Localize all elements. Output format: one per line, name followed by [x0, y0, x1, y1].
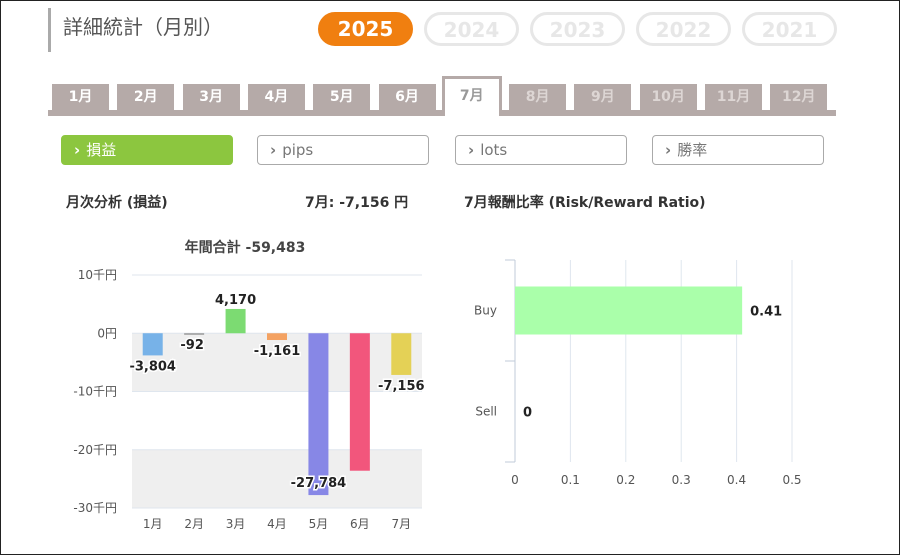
- year-button-2021[interactable]: 2021: [742, 12, 837, 46]
- y-tick-label: 10千円: [78, 268, 117, 282]
- right-panel-heading: 7月報酬比率 (Risk/Reward Ratio): [464, 195, 706, 211]
- page-title: 詳細統計（月別）: [48, 8, 223, 52]
- bar-2月: [184, 333, 205, 335]
- metric-label: 損益: [86, 141, 117, 159]
- y-tick-label: Sell: [475, 405, 497, 419]
- metric-button-1[interactable]: › 損益: [61, 135, 233, 165]
- bar-6月: [349, 333, 370, 471]
- year-button-2024[interactable]: 2024: [424, 12, 519, 46]
- y-tick-label: -10千円: [73, 385, 117, 399]
- month-tab-2[interactable]: 2月: [117, 84, 175, 110]
- month-tab-4[interactable]: 4月: [247, 84, 305, 110]
- x-tick-label: 3月: [226, 517, 246, 531]
- x-tick-label: 0.3: [672, 473, 691, 487]
- bar-Buy: [515, 286, 743, 335]
- year-button-2022[interactable]: 2022: [636, 12, 731, 46]
- month-tab-7[interactable]: 7月: [441, 76, 502, 116]
- metric-button-4[interactable]: › 勝率: [652, 135, 824, 165]
- month-tabs: 1月 2月 3月 4月 5月 6月 7月 8月 9月 10月 11月 12月: [48, 76, 836, 116]
- y-tick-label: -20千円: [73, 443, 117, 457]
- bar-1月: [142, 333, 163, 356]
- month-summary: 7月: -7,156 円: [305, 195, 409, 211]
- x-tick-label: 0.2: [616, 473, 635, 487]
- x-tick-label: 7月: [391, 517, 411, 531]
- x-tick-label: 0: [511, 473, 519, 487]
- metric-label: pips: [282, 141, 314, 159]
- monthly-pl-chart: 年間合計 -59,483 10千円 0円 -10千円 -20千円 -30千円 1月 -3,80…: [73, 239, 426, 531]
- data-label: -1,161: [254, 344, 301, 359]
- x-tick-label: 4月: [267, 517, 287, 531]
- data-label: 0.41: [750, 305, 782, 320]
- metric-button-3[interactable]: › lots: [455, 135, 627, 165]
- bar-5月: [308, 333, 329, 496]
- y-tick-label: Buy: [474, 304, 497, 318]
- month-tab-1[interactable]: 1月: [52, 84, 109, 110]
- data-label: 0: [523, 406, 532, 421]
- bar-4月: [267, 333, 287, 341]
- chevron-right-icon: ›: [468, 141, 475, 159]
- year-selector: 2025 2024 2023 2022 2021: [318, 12, 837, 46]
- data-label: 4,170: [215, 293, 256, 308]
- chart-band: [132, 333, 422, 392]
- bar-7月: [391, 333, 412, 375]
- x-tick-label: 1月: [143, 517, 163, 531]
- data-label: -92: [180, 338, 204, 353]
- chart-title: 年間合計 -59,483: [185, 239, 306, 256]
- chart-band: [132, 449, 422, 508]
- month-tab-8[interactable]: 8月: [509, 84, 567, 110]
- x-tick-label: 2月: [184, 517, 204, 531]
- x-tick-label: 0.5: [782, 473, 801, 487]
- chevron-right-icon: ›: [665, 141, 672, 159]
- chevron-right-icon: ›: [270, 141, 277, 159]
- month-tab-9[interactable]: 9月: [574, 84, 632, 110]
- metric-button-2[interactable]: › pips: [257, 135, 429, 165]
- y-tick-label: 0円: [97, 326, 117, 340]
- bar-3月: [225, 308, 246, 334]
- x-tick-label: 0.1: [561, 473, 580, 487]
- month-tab-6[interactable]: 6月: [378, 84, 436, 110]
- month-tab-12[interactable]: 12月: [770, 84, 828, 110]
- x-tick-label: 0.4: [727, 473, 746, 487]
- month-tab-5[interactable]: 5月: [313, 84, 371, 110]
- left-panel-heading: 月次分析 (損益): [66, 195, 168, 211]
- data-label: -27,784: [291, 476, 347, 491]
- metric-label: lots: [480, 141, 508, 159]
- risk-reward-chart: 0 0.1 0.2 0.3 0.4 0.5 Buy 0.41 Sell 0: [474, 259, 802, 487]
- x-tick-label: 6月: [350, 517, 370, 531]
- data-label: -3,804: [129, 359, 176, 374]
- data-label: -7,156: [378, 379, 425, 394]
- metric-label: 勝率: [677, 141, 708, 159]
- year-button-2025[interactable]: 2025: [318, 12, 413, 46]
- x-tick-label: 5月: [309, 517, 329, 531]
- chevron-right-icon: ›: [74, 141, 81, 159]
- month-tab-3[interactable]: 3月: [182, 84, 240, 110]
- year-button-2023[interactable]: 2023: [530, 12, 625, 46]
- y-tick-label: -30千円: [73, 501, 117, 515]
- month-tab-10[interactable]: 10月: [639, 84, 697, 110]
- month-tab-11[interactable]: 11月: [705, 84, 762, 110]
